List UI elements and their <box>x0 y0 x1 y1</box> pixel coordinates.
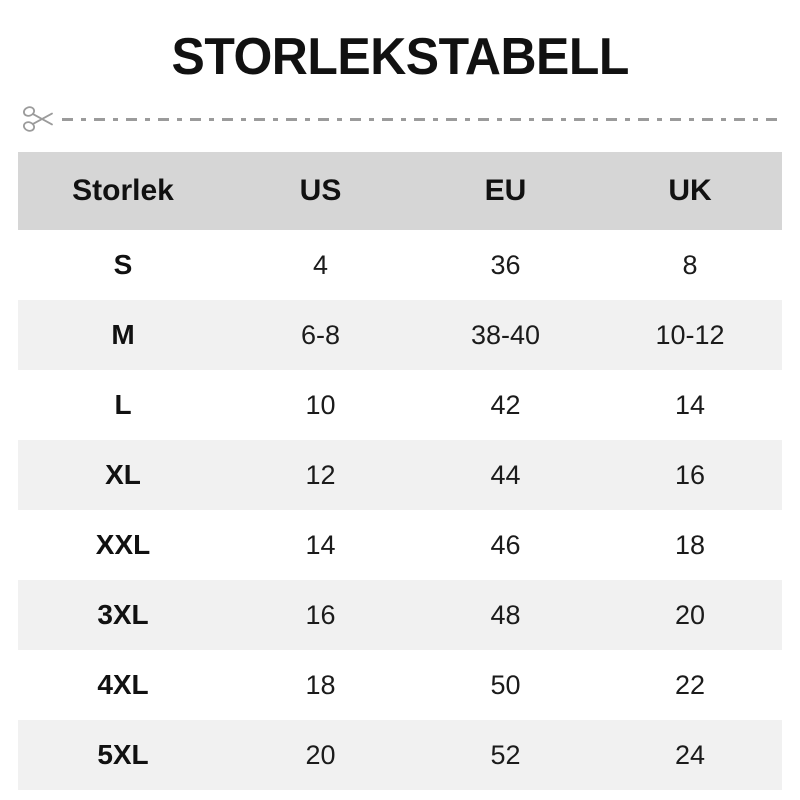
dashed-cut-line <box>62 118 778 121</box>
page-title: STORLEKSTABELL <box>171 28 629 86</box>
cell-uk: 18 <box>598 510 782 580</box>
cell-eu: 42 <box>413 370 598 440</box>
cell-uk: 8 <box>598 230 782 300</box>
column-header-storlek: Storlek <box>18 152 228 230</box>
table-row: L 10 42 14 <box>18 370 782 440</box>
table-header: Storlek US EU UK <box>18 152 782 230</box>
cell-size: M <box>18 300 228 370</box>
cell-uk: 24 <box>598 720 782 790</box>
page-title-container: STORLEKSTABELL <box>0 28 800 86</box>
cell-eu: 38-40 <box>413 300 598 370</box>
cell-us: 4 <box>228 230 413 300</box>
cell-uk: 20 <box>598 580 782 650</box>
cell-uk: 22 <box>598 650 782 720</box>
cell-us: 14 <box>228 510 413 580</box>
cell-us: 20 <box>228 720 413 790</box>
column-header-uk: UK <box>598 152 782 230</box>
cell-size: L <box>18 370 228 440</box>
column-header-us: US <box>228 152 413 230</box>
cell-eu: 48 <box>413 580 598 650</box>
cut-line <box>22 104 778 134</box>
cell-size: S <box>18 230 228 300</box>
table-row: 3XL 16 48 20 <box>18 580 782 650</box>
table-body: S 4 36 8 M 6-8 38-40 10-12 L 10 42 14 XL… <box>18 230 782 790</box>
size-table: Storlek US EU UK S 4 36 8 M 6-8 38-40 10… <box>18 152 782 790</box>
cell-us: 10 <box>228 370 413 440</box>
table-header-row: Storlek US EU UK <box>18 152 782 230</box>
cell-eu: 46 <box>413 510 598 580</box>
cell-size: 4XL <box>18 650 228 720</box>
cell-eu: 50 <box>413 650 598 720</box>
cell-us: 18 <box>228 650 413 720</box>
table-row: 4XL 18 50 22 <box>18 650 782 720</box>
table-row: M 6-8 38-40 10-12 <box>18 300 782 370</box>
cell-size: XXL <box>18 510 228 580</box>
cell-size: XL <box>18 440 228 510</box>
cell-us: 12 <box>228 440 413 510</box>
column-header-eu: EU <box>413 152 598 230</box>
cell-us: 6-8 <box>228 300 413 370</box>
table-row: XXL 14 46 18 <box>18 510 782 580</box>
table-row: 5XL 20 52 24 <box>18 720 782 790</box>
cell-uk: 16 <box>598 440 782 510</box>
scissors-icon <box>22 104 56 134</box>
cell-uk: 14 <box>598 370 782 440</box>
cell-eu: 52 <box>413 720 598 790</box>
cell-uk: 10-12 <box>598 300 782 370</box>
table-row: S 4 36 8 <box>18 230 782 300</box>
cell-size: 3XL <box>18 580 228 650</box>
cell-eu: 44 <box>413 440 598 510</box>
cell-size: 5XL <box>18 720 228 790</box>
cell-eu: 36 <box>413 230 598 300</box>
table-row: XL 12 44 16 <box>18 440 782 510</box>
cell-us: 16 <box>228 580 413 650</box>
